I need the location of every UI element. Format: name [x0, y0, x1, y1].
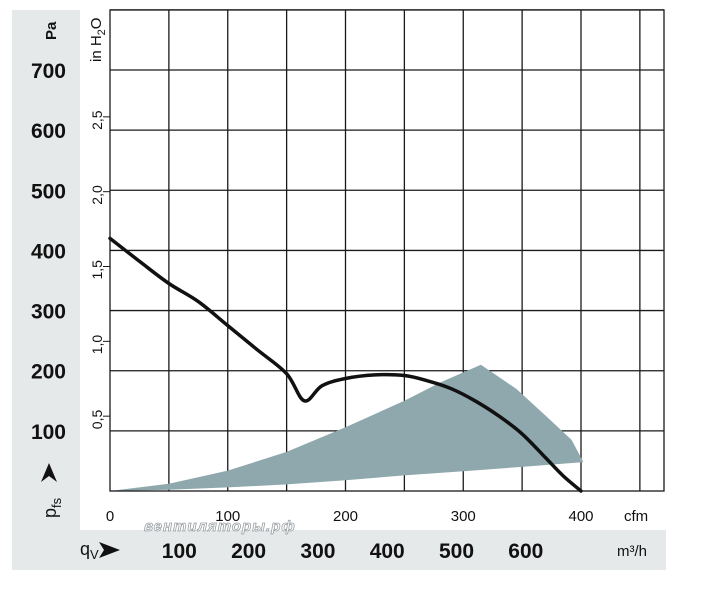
x-tick-label-m3h: 300 [300, 540, 335, 563]
y-axis-inh2o-unit: in H2O [88, 18, 108, 62]
x-tick-label-cfm: 0 [106, 508, 114, 525]
x-tick-label-cfm: 400 [568, 508, 593, 525]
y-axis-symbol: pfs [40, 497, 64, 518]
bottom-axis-band [12, 530, 666, 570]
pressure-curve-layer [108, 236, 583, 493]
y-tick-label-pa: 500 [31, 180, 66, 203]
y-tick-label-pa: 600 [31, 120, 66, 143]
x-axis-arrow-icon [99, 542, 120, 558]
x-tick-label-m3h: 400 [370, 540, 405, 563]
y-tick-label-pa: 300 [31, 301, 66, 324]
x-axis-m3h-unit: m³/h [617, 543, 647, 560]
y-axis-inh2o-ticks: 0,5 1,0 1,5 2,0 2,5 [89, 110, 110, 429]
watermark: вентиляторы.рф [144, 518, 296, 535]
y-axis-arrow-icon [41, 463, 57, 482]
x-axis-symbol: qV [80, 539, 99, 562]
y-tick-label-inh2o: 2,0 [89, 185, 105, 205]
y-axis-pa-ticks: 100 200 300 400 500 600 700 [31, 60, 66, 444]
y-tick-label-inh2o: 1,5 [89, 260, 105, 280]
y-tick-label-inh2o: 1,0 [89, 335, 105, 355]
x-tick-label-m3h: 500 [439, 540, 474, 563]
y-tick-label-pa: 400 [31, 240, 66, 263]
y-axis-pa-unit: Pa [43, 21, 60, 40]
y-tick-label-inh2o: 0,5 [89, 410, 105, 430]
x-axis-cfm-unit: cfm [624, 508, 648, 525]
x-tick-label-m3h: 600 [508, 540, 543, 563]
y-tick-label-pa: 700 [31, 60, 66, 83]
y-tick-label-inh2o: 2,5 [89, 110, 105, 130]
left-axis-band [12, 10, 80, 570]
x-tick-label-m3h: 100 [162, 540, 197, 563]
y-tick-label-pa: 200 [31, 361, 66, 384]
x-tick-label-cfm: 200 [333, 508, 358, 525]
x-tick-label-cfm: 100 [215, 508, 240, 525]
x-tick-label-m3h: 200 [231, 540, 266, 563]
x-axis-cfm-ticks: 0 100 200 300 400 [106, 508, 594, 525]
x-tick-label-cfm: 300 [451, 508, 476, 525]
plot-frame [109, 9, 665, 492]
x-axis-m3h-ticks: 100 200 300 400 500 600 [162, 540, 544, 563]
pressure-curve [108, 236, 583, 493]
y-tick-label-pa: 100 [31, 421, 66, 444]
